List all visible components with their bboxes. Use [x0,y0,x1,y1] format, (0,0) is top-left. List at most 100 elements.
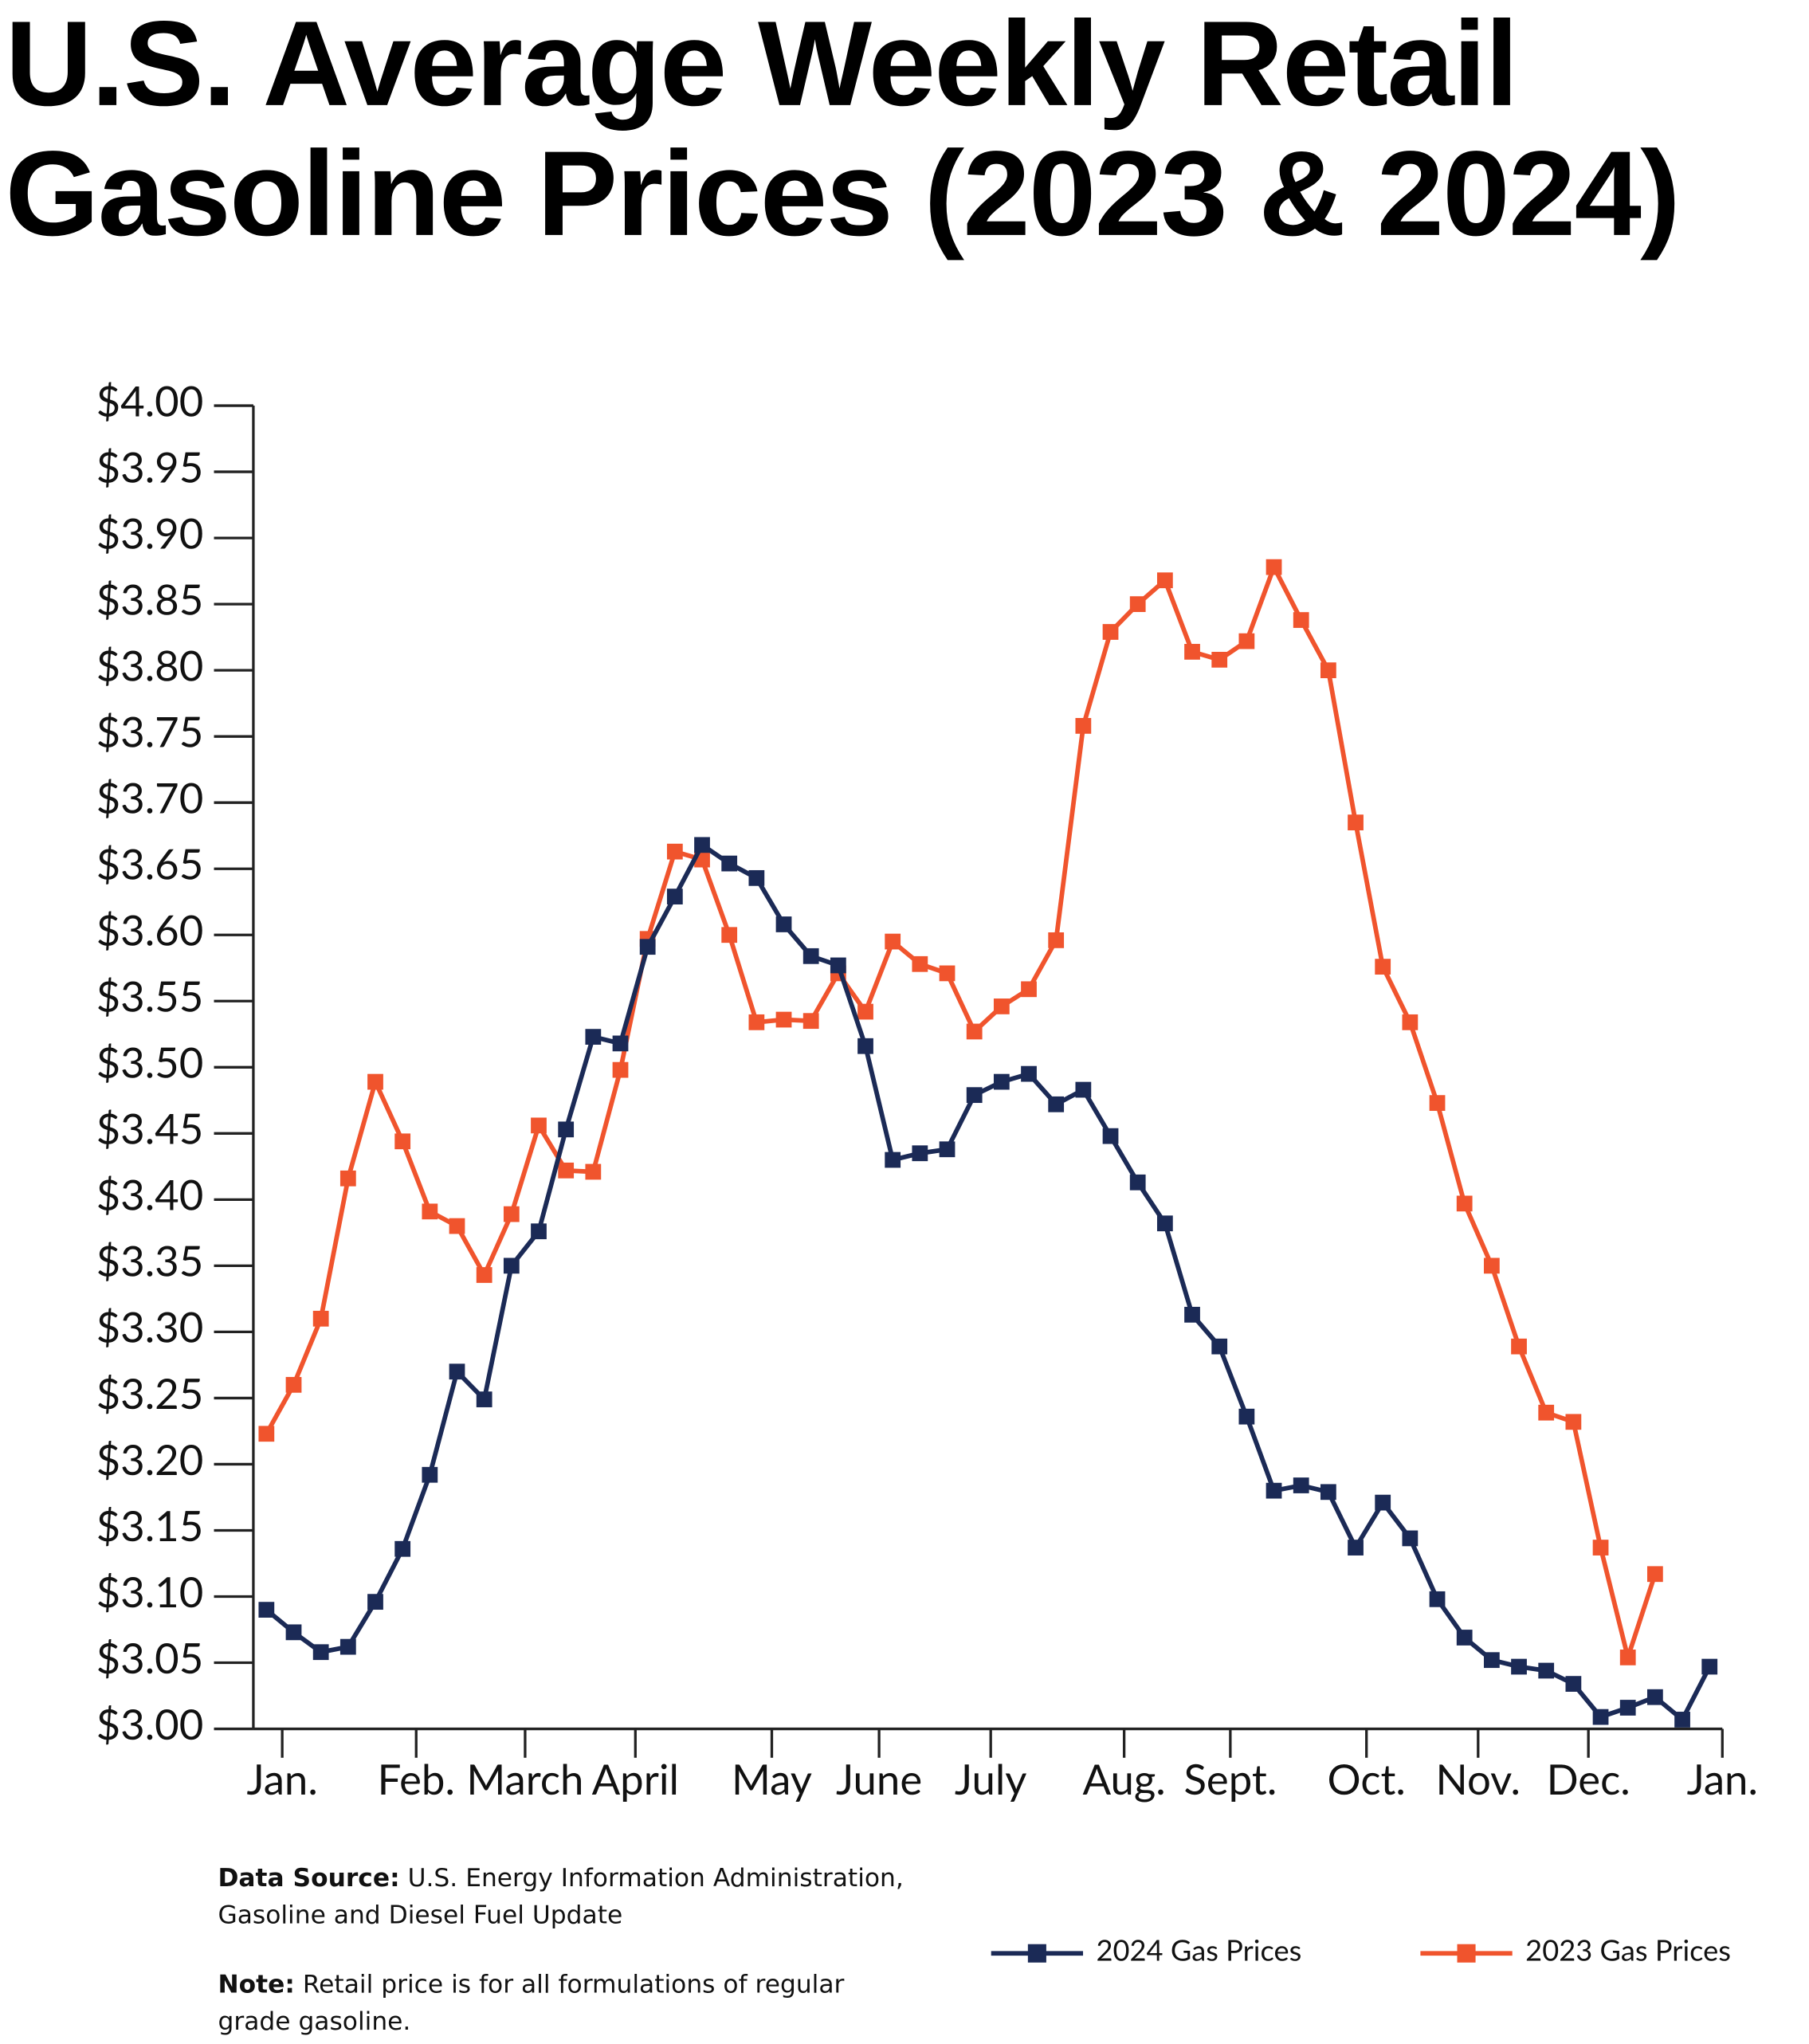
data-point [1348,1540,1364,1556]
x-tick-label: June [836,1754,922,1804]
data-point [993,1073,1010,1090]
y-tick-label: $3.40 [96,1170,204,1220]
data-point [1320,662,1336,679]
y-tick-label: $3.15 [96,1501,204,1551]
data-point [912,1145,928,1162]
y-tick-label: $3.45 [96,1104,204,1154]
data-point [1375,1494,1391,1511]
data-point [1619,1700,1636,1716]
data-point [966,1023,983,1040]
chart-title: U.S. Average Weekly Retail Gasoline Pric… [5,0,1681,262]
data-point [612,1035,629,1052]
data-point [312,1310,329,1327]
legend-marker [1027,1944,1046,1963]
data-point [721,855,738,872]
data-point [939,1141,956,1158]
y-tick-label: $3.35 [96,1236,204,1286]
y-tick-label: $3.25 [96,1368,204,1418]
data-point [857,1003,873,1020]
legend-marker [1457,1944,1476,1963]
y-tick-label: $3.60 [96,905,204,955]
data-point [476,1391,492,1407]
series-line [264,564,1658,1660]
y-tick-label: $3.05 [96,1633,204,1683]
data-point [1320,1484,1336,1501]
data-point [1021,1065,1037,1082]
data-point [1429,1591,1446,1607]
y-tick-label: $3.90 [96,508,204,558]
data-point [748,1014,765,1030]
source-note: Data Source: U.S. Energy Information Adm… [218,1862,913,1934]
y-tick-label: $3.75 [96,707,204,757]
data-point [1674,1712,1690,1728]
data-point [394,1540,411,1557]
data-point [312,1644,329,1661]
data-point [1429,1095,1446,1112]
x-tick-label: Feb. [378,1754,455,1804]
data-point [1184,1306,1200,1323]
data-point [585,1029,602,1045]
data-point [1592,1709,1609,1725]
source-label: Data Source: [218,1864,400,1893]
x-tick-label: Nov. [1436,1754,1521,1804]
data-point [1348,814,1364,830]
x-tick-label: Aug. [1082,1754,1165,1804]
x-tick-label: Jan. [1687,1754,1758,1804]
data-point [1238,633,1255,649]
data-point [802,947,819,964]
data-point [1048,1096,1065,1112]
data-point [1592,1540,1609,1556]
data-point [558,1121,575,1138]
data-point [1375,959,1391,975]
data-point [1075,1081,1092,1098]
y-tick-label: $3.85 [96,574,204,624]
y-tick-label: $3.00 [96,1699,204,1749]
data-point [1619,1649,1636,1665]
data-point [1701,1658,1718,1675]
x-tick-label: July [955,1754,1027,1804]
data-point [1456,1195,1473,1212]
y-tick-label: $3.70 [96,773,204,823]
data-point [1565,1676,1582,1692]
legend-label: 2023 Gas Prices [1525,1932,1731,1967]
data-point [1266,559,1282,575]
data-point [1646,1689,1663,1705]
data-point [666,843,683,860]
footnote-box: Data Source: U.S. Energy Information Adm… [218,1862,913,2040]
data-point [857,1038,873,1054]
x-tick-label: Oct. [1328,1754,1406,1804]
y-tick-label: $3.10 [96,1567,204,1617]
data-point [1211,651,1228,668]
data-point [666,889,683,904]
y-tick-label: $3.20 [96,1434,204,1485]
data-point [1565,1414,1582,1430]
y-tick-label: $3.95 [96,441,204,492]
data-point [1456,1630,1473,1646]
data-point [1238,1408,1255,1425]
data-point [531,1223,547,1240]
y-tick-label: $3.80 [96,640,204,690]
data-point [1102,1128,1119,1144]
data-point [1184,644,1200,660]
data-point [585,1163,602,1180]
data-point [1293,1477,1309,1493]
footnotes: Data Source: U.S. Energy Information Adm… [218,1862,913,2040]
data-point [258,1602,275,1618]
data-point [449,1218,465,1234]
data-point [339,1170,356,1187]
data-point [1156,572,1173,589]
data-point [775,916,792,932]
data-point [721,927,738,944]
data-point [394,1133,411,1150]
data-point [558,1162,575,1179]
y-tick-label: $3.55 [96,971,204,1022]
data-point [1538,1662,1555,1679]
note-text: Retail price is for all formulations of … [218,1970,845,2036]
data-point [503,1257,520,1274]
data-point [1129,1174,1146,1191]
data-point [503,1206,520,1222]
data-point [531,1117,547,1134]
data-point [285,1376,302,1393]
